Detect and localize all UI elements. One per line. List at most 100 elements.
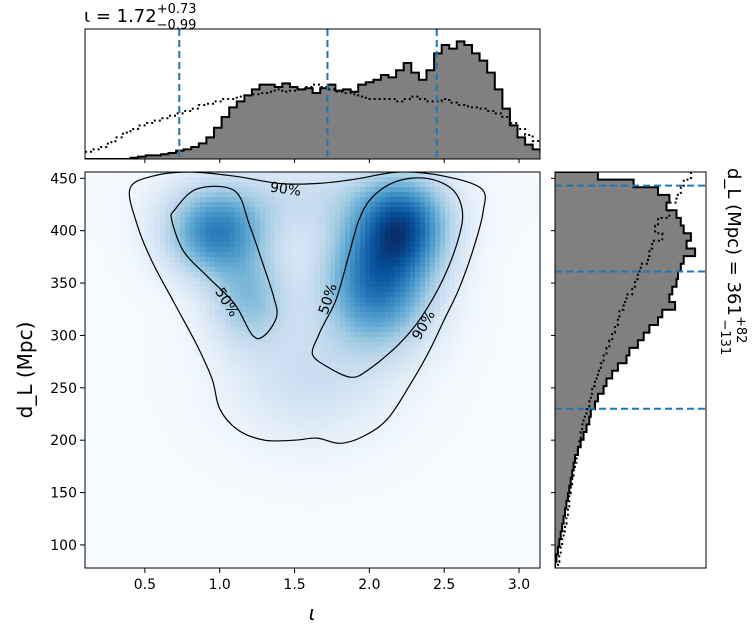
- heatmap-cell: [145, 257, 151, 263]
- heatmap-cell: [435, 322, 441, 328]
- heatmap-cell: [385, 417, 391, 423]
- heatmap-cell: [285, 437, 291, 443]
- heatmap-cell: [260, 242, 266, 248]
- heatmap-cell: [320, 292, 326, 298]
- heatmap-cell: [425, 327, 431, 333]
- heatmap-cell: [325, 307, 331, 313]
- heatmap-cell: [360, 227, 366, 233]
- heatmap-cell: [410, 242, 416, 248]
- heatmap-cell: [125, 407, 131, 413]
- heatmap-cell: [375, 277, 381, 283]
- heatmap-cell: [310, 322, 316, 328]
- heatmap-cell: [510, 357, 516, 363]
- heatmap-cell: [450, 327, 456, 333]
- heatmap-cell: [400, 262, 406, 268]
- heatmap-cell: [235, 302, 241, 308]
- heatmap-cell: [300, 287, 306, 293]
- heatmap-cell: [360, 387, 366, 393]
- heatmap-cell: [230, 432, 236, 438]
- heatmap-cell: [435, 272, 441, 278]
- heatmap-cell: [200, 282, 206, 288]
- heatmap-cell: [130, 427, 136, 433]
- heatmap-cell: [250, 432, 256, 438]
- heatmap-cell: [185, 377, 191, 383]
- heatmap-cell: [320, 422, 326, 428]
- heatmap-cell: [405, 397, 411, 403]
- heatmap-cell: [360, 312, 366, 318]
- heatmap-cell: [115, 232, 121, 238]
- heatmap-cell: [410, 282, 416, 288]
- heatmap-cell: [385, 192, 391, 198]
- heatmap-cell: [115, 312, 121, 318]
- heatmap-cell: [175, 392, 181, 398]
- heatmap-cell: [215, 302, 221, 308]
- heatmap-cell: [370, 377, 376, 383]
- heatmap-cell: [390, 257, 396, 263]
- heatmap-cell: [150, 362, 156, 368]
- heatmap-cell: [465, 377, 471, 383]
- heatmap-cell: [215, 372, 221, 378]
- heatmap-cell: [450, 342, 456, 348]
- heatmap-cell: [360, 242, 366, 248]
- heatmap-cell: [210, 252, 216, 258]
- heatmap-cell: [195, 312, 201, 318]
- heatmap-cell: [185, 282, 191, 288]
- iota-histogram: [85, 40, 540, 159]
- heatmap-cell: [125, 442, 131, 448]
- heatmap-cell: [245, 182, 251, 188]
- heatmap-cell: [105, 422, 111, 428]
- heatmap-cell: [230, 417, 236, 423]
- heatmap-cell: [235, 322, 241, 328]
- heatmap-cell: [240, 292, 246, 298]
- heatmap-cell: [475, 392, 481, 398]
- heatmap-cell: [220, 382, 226, 388]
- heatmap-cell: [270, 297, 276, 303]
- heatmap-cell: [445, 282, 451, 288]
- heatmap-cell: [430, 257, 436, 263]
- heatmap-cell: [90, 337, 96, 343]
- heatmap-cell: [255, 432, 261, 438]
- heatmap-cell: [115, 327, 121, 333]
- heatmap-cell: [465, 357, 471, 363]
- heatmap-cell: [455, 247, 461, 253]
- heatmap-cell: [465, 297, 471, 303]
- heatmap-cell: [225, 232, 231, 238]
- heatmap-cell: [305, 297, 311, 303]
- iota-summary-sup: +0.73: [157, 2, 197, 17]
- heatmap-cell: [210, 217, 216, 223]
- heatmap-cell: [225, 347, 231, 353]
- heatmap-cell: [100, 327, 106, 333]
- heatmap-cell: [85, 187, 91, 193]
- heatmap-cell: [235, 237, 241, 243]
- heatmap-cell: [295, 417, 301, 423]
- heatmap-cell: [335, 312, 341, 318]
- heatmap-cell: [140, 222, 146, 228]
- heatmap-cell: [375, 207, 381, 213]
- heatmap-cell: [265, 372, 271, 378]
- heatmap-cell: [470, 427, 476, 433]
- heatmap-cell: [180, 312, 186, 318]
- heatmap-cell: [320, 412, 326, 418]
- heatmap-cell: [380, 307, 386, 313]
- heatmap-cell: [85, 237, 91, 243]
- heatmap-cell: [480, 242, 486, 248]
- heatmap-cell: [260, 282, 266, 288]
- heatmap-cell: [445, 187, 451, 193]
- heatmap-cell: [345, 347, 351, 353]
- heatmap-cell: [150, 257, 156, 263]
- heatmap-cell: [170, 422, 176, 428]
- heatmap-cell: [175, 242, 181, 248]
- heatmap-cell: [175, 287, 181, 293]
- heatmap-cell: [475, 422, 481, 428]
- heatmap-cell: [510, 197, 516, 203]
- heatmap-cell: [425, 427, 431, 433]
- heatmap-cell: [325, 392, 331, 398]
- heatmap-cell: [160, 302, 166, 308]
- heatmap-cell: [345, 432, 351, 438]
- heatmap-cell: [370, 342, 376, 348]
- heatmap-cell: [470, 417, 476, 423]
- heatmap-cell: [160, 202, 166, 208]
- heatmap-cell: [215, 257, 221, 263]
- heatmap-cell: [335, 422, 341, 428]
- heatmap-cell: [190, 297, 196, 303]
